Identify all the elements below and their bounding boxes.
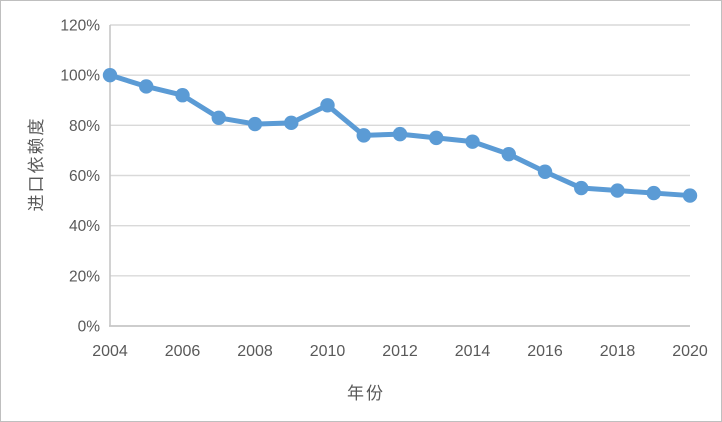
- y-tick-label: 0%: [78, 319, 101, 336]
- x-tick-label: 2012: [382, 343, 418, 360]
- data-point-2010: [320, 98, 335, 113]
- data-point-2008: [247, 116, 263, 132]
- data-point-2004: [102, 67, 118, 83]
- y-tick-label: 60%: [69, 168, 100, 185]
- x-tick-label: 2020: [672, 343, 708, 360]
- x-tick-label: 2014: [455, 343, 491, 360]
- data-point-2020: [682, 188, 698, 203]
- x-tick-label: 2010: [310, 343, 346, 360]
- y-tick-label: 20%: [69, 268, 100, 285]
- y-tick-label: 40%: [69, 218, 100, 235]
- y-tick-label: 100%: [60, 68, 100, 85]
- x-tick-label: 2016: [527, 343, 563, 360]
- data-point-2009: [284, 115, 299, 131]
- data-point-2006: [175, 88, 190, 103]
- y-axis-title: 进口依赖度: [27, 116, 46, 212]
- data-point-2005: [139, 79, 154, 94]
- data-point-2011: [356, 128, 371, 143]
- data-point-2013: [429, 130, 444, 146]
- data-point-2016: [537, 164, 553, 179]
- data-point-2018: [610, 183, 625, 198]
- x-axis-title: 年份: [347, 384, 385, 403]
- x-tick-label: 2008: [237, 343, 273, 360]
- x-tick-label: 2004: [92, 343, 128, 360]
- data-point-2007: [211, 110, 226, 126]
- y-tick-label: 80%: [69, 118, 100, 135]
- data-point-2012: [392, 126, 408, 142]
- data-point-2017: [574, 180, 589, 196]
- x-tick-label: 2006: [165, 343, 201, 360]
- y-tick-label: 120%: [60, 18, 100, 35]
- x-tick-label: 2018: [600, 343, 636, 360]
- data-point-2019: [646, 185, 661, 201]
- data-point-2015: [501, 146, 516, 162]
- data-point-2014: [465, 134, 480, 149]
